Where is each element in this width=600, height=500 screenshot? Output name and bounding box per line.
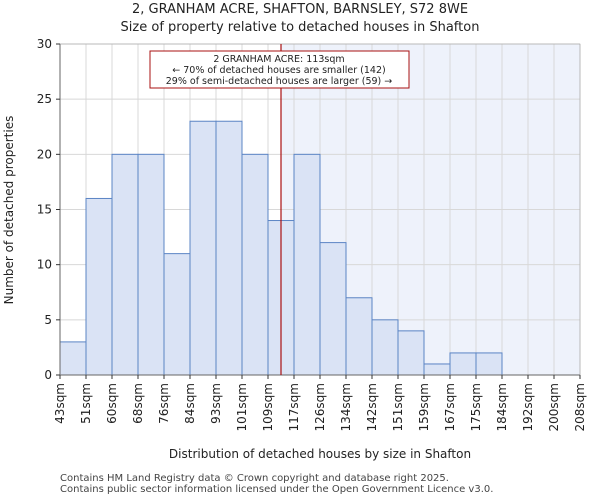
x-tick-label: 142sqm — [365, 383, 379, 431]
histogram-bar — [189, 120, 217, 376]
histogram-bar — [215, 120, 243, 376]
y-tick-label: 25 — [37, 92, 52, 106]
histogram-bar — [371, 319, 399, 376]
y-tick-label: 0 — [44, 368, 52, 382]
x-tick-label: 159sqm — [417, 383, 431, 431]
x-tick-label: 84sqm — [183, 383, 197, 424]
x-tick-label: 60sqm — [105, 383, 119, 424]
x-tick-label: 208sqm — [573, 383, 587, 431]
x-tick-label: 184sqm — [495, 383, 509, 431]
chart-title-line2: Size of property relative to detached ho… — [120, 20, 480, 35]
histogram-bar — [423, 363, 451, 376]
x-tick-label: 51sqm — [79, 383, 93, 424]
chart-title-line1: 2, GRANHAM ACRE, SHAFTON, BARNSLEY, S72 … — [131, 2, 469, 17]
histogram-bar — [163, 253, 191, 376]
y-tick-label: 5 — [44, 313, 52, 327]
footer-line1: Contains HM Land Registry data © Crown c… — [60, 473, 449, 484]
x-tick-label: 76sqm — [157, 383, 171, 424]
x-tick-label: 43sqm — [53, 383, 67, 424]
x-tick-label: 93sqm — [209, 383, 223, 424]
histogram-bar — [449, 352, 477, 376]
histogram-bar — [137, 153, 165, 376]
x-tick-label: 151sqm — [391, 383, 405, 431]
annotation-box — [149, 50, 410, 89]
footer-line2: Contains public sector information licen… — [60, 484, 494, 495]
histogram-bar — [111, 153, 139, 376]
annotation-line2: ← 70% of detached houses are smaller (14… — [172, 65, 385, 76]
x-tick-label: 200sqm — [547, 383, 561, 431]
histogram-bar — [241, 153, 269, 376]
histogram-bar — [345, 297, 373, 376]
histogram-bar — [397, 330, 425, 376]
histogram-bar — [319, 242, 347, 376]
histogram-bar — [59, 341, 87, 376]
x-tick-label: 126sqm — [313, 383, 327, 431]
x-tick-label: 192sqm — [521, 383, 535, 431]
x-tick-label: 101sqm — [235, 383, 249, 431]
y-tick-label: 30 — [37, 37, 52, 51]
histogram-bar — [85, 197, 113, 376]
x-tick-label: 117sqm — [287, 383, 301, 431]
x-tick-label: 134sqm — [339, 383, 353, 431]
annotation-line1: 2 GRANHAM ACRE: 113sqm — [213, 54, 344, 65]
x-axis-label: Distribution of detached houses by size … — [169, 447, 471, 461]
y-tick-label: 10 — [37, 258, 52, 272]
x-tick-label: 175sqm — [469, 383, 483, 431]
annotation-line3: 29% of semi-detached houses are larger (… — [166, 76, 393, 87]
y-tick-label: 20 — [37, 147, 52, 161]
x-tick-label: 167sqm — [443, 383, 457, 431]
x-tick-label: 109sqm — [261, 383, 275, 431]
y-axis-label: Number of detached properties — [2, 116, 16, 305]
y-tick-label: 15 — [37, 203, 52, 217]
x-tick-label: 68sqm — [131, 383, 145, 424]
histogram-bar — [475, 352, 503, 376]
histogram-bar — [293, 153, 321, 376]
